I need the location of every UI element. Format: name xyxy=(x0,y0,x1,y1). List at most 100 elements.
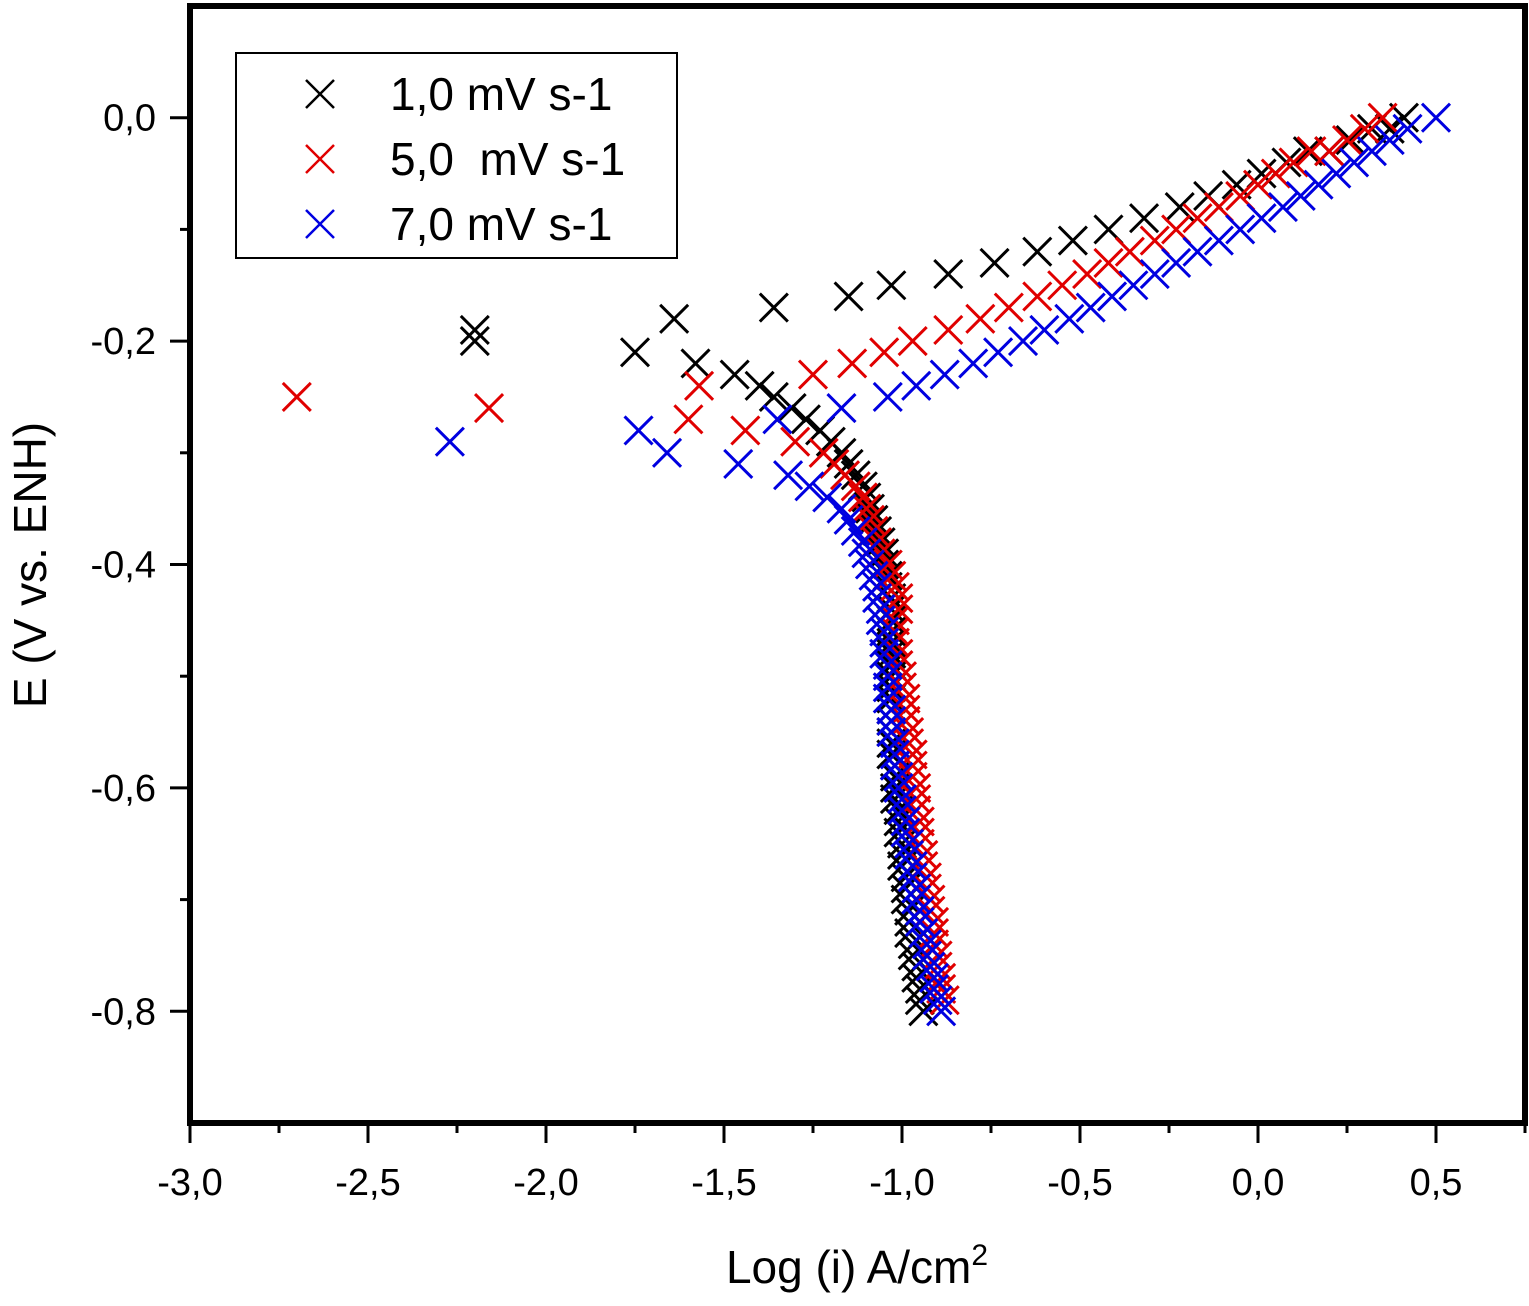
data-point xyxy=(1349,113,1380,144)
data-point xyxy=(1314,136,1345,167)
data-point xyxy=(854,549,886,580)
data-point xyxy=(473,393,505,424)
data-point xyxy=(1093,247,1124,278)
data-point xyxy=(651,437,683,468)
series-3 xyxy=(434,102,1452,1027)
data-point xyxy=(1007,326,1039,357)
y-tick-label: -0,4 xyxy=(91,545,156,587)
data-point xyxy=(1139,259,1170,290)
x-axis-title-superscript: 2 xyxy=(971,1239,988,1272)
data-point xyxy=(1292,136,1323,167)
data-point xyxy=(1029,314,1060,345)
data-point xyxy=(872,381,903,413)
legend: 1,0 mV s-1 5,0 mV s-1 7,0 mV s-1 xyxy=(235,52,678,259)
data-point xyxy=(1096,281,1128,312)
data-point xyxy=(1285,180,1316,211)
data-point xyxy=(922,985,953,1016)
data-point xyxy=(847,482,878,513)
x-tick-label: -1,0 xyxy=(869,1162,934,1204)
data-point xyxy=(904,906,935,938)
x-tick-label: -0,5 xyxy=(1047,1162,1112,1204)
data-point xyxy=(837,348,868,379)
data-point xyxy=(684,370,715,401)
data-point xyxy=(790,404,821,435)
data-point xyxy=(826,393,857,424)
legend-label: 1,0 mV s-1 xyxy=(390,68,612,120)
y-tick-label: 0,0 xyxy=(103,98,156,140)
data-point xyxy=(1267,191,1298,223)
data-point xyxy=(780,426,811,457)
data-point xyxy=(459,314,490,345)
data-point xyxy=(719,359,750,390)
data-point xyxy=(776,393,807,424)
x-tick-label: -2,5 xyxy=(335,1162,400,1204)
data-point xyxy=(1339,147,1370,178)
data-point xyxy=(673,404,704,435)
data-point xyxy=(1225,214,1256,245)
data-point xyxy=(897,326,928,357)
x-tick-label: 0,5 xyxy=(1410,1162,1463,1204)
data-point xyxy=(847,527,878,558)
data-point xyxy=(872,661,903,692)
data-point xyxy=(744,370,775,401)
data-point xyxy=(869,337,900,368)
data-point xyxy=(993,292,1024,323)
data-point xyxy=(965,303,996,334)
data-point xyxy=(1246,203,1277,234)
data-point xyxy=(1321,158,1352,189)
data-point xyxy=(979,247,1010,278)
data-point xyxy=(773,460,804,491)
legend-marker-icon xyxy=(305,79,335,109)
data-point xyxy=(723,448,754,480)
data-point xyxy=(918,973,950,1005)
data-point xyxy=(929,359,960,390)
data-point xyxy=(1388,102,1420,133)
y-axis: 0,0 -0,2 -0,4 -0,6 -0,8 xyxy=(91,98,190,1033)
data-point xyxy=(876,694,907,725)
data-point xyxy=(854,504,886,535)
data-point xyxy=(1374,124,1405,156)
data-point xyxy=(762,404,793,435)
x-tick-label: -3,0 xyxy=(157,1162,222,1204)
x-axis-title: Log (i) A/cm2 xyxy=(726,1239,988,1293)
data-point xyxy=(459,326,490,357)
data-point xyxy=(1392,113,1423,144)
data-point xyxy=(833,281,864,312)
data-point xyxy=(933,314,964,345)
data-point xyxy=(901,370,932,401)
data-series-layer xyxy=(281,102,1452,1027)
data-point xyxy=(983,337,1014,368)
data-point xyxy=(958,348,989,379)
data-point xyxy=(1075,292,1106,323)
data-point xyxy=(619,337,651,368)
data-point xyxy=(623,415,654,446)
y-tick-label: -0,6 xyxy=(91,768,156,810)
data-point xyxy=(1356,136,1387,167)
data-point xyxy=(1420,102,1452,133)
legend-box xyxy=(235,52,678,259)
data-point xyxy=(1331,124,1363,156)
data-point xyxy=(1182,236,1213,267)
x-tick-label: -2,0 xyxy=(513,1162,578,1204)
data-point xyxy=(1118,270,1149,301)
data-point xyxy=(1260,158,1291,189)
data-point xyxy=(911,940,942,971)
data-point xyxy=(1022,281,1053,312)
data-point xyxy=(879,728,910,759)
data-point xyxy=(730,415,761,446)
legend-label: 7,0 mV s-1 xyxy=(390,198,612,250)
data-point xyxy=(1054,303,1085,334)
data-point xyxy=(1203,225,1234,256)
data-point xyxy=(1161,247,1192,278)
y-tick-label: -0,2 xyxy=(91,321,156,363)
data-point xyxy=(758,292,789,323)
data-point xyxy=(794,471,825,502)
data-point xyxy=(434,426,465,457)
data-point xyxy=(876,270,907,301)
data-point xyxy=(851,493,882,524)
data-point xyxy=(1114,236,1145,267)
legend-marker-icon xyxy=(305,209,335,239)
data-point xyxy=(659,303,690,334)
data-point xyxy=(1242,169,1274,200)
